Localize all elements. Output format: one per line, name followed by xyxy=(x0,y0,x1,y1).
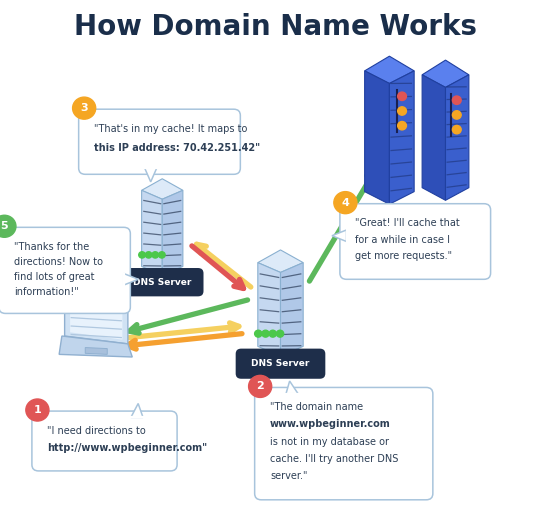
Text: get more requests.": get more requests." xyxy=(355,251,453,261)
Circle shape xyxy=(158,252,165,258)
Polygon shape xyxy=(85,348,107,354)
Polygon shape xyxy=(422,75,446,201)
FancyBboxPatch shape xyxy=(235,349,326,379)
Text: DNS Server: DNS Server xyxy=(251,359,310,368)
Circle shape xyxy=(277,330,284,337)
Circle shape xyxy=(255,330,262,337)
Text: "The domain name: "The domain name xyxy=(270,402,363,412)
Text: is not in my database or: is not in my database or xyxy=(270,437,389,447)
Circle shape xyxy=(453,96,461,104)
Polygon shape xyxy=(258,250,303,272)
Text: 5: 5 xyxy=(1,221,8,232)
Polygon shape xyxy=(332,230,346,242)
Circle shape xyxy=(453,111,461,119)
FancyBboxPatch shape xyxy=(79,109,240,174)
Polygon shape xyxy=(389,71,414,204)
Polygon shape xyxy=(70,297,122,340)
Circle shape xyxy=(139,252,145,258)
Text: cache. I'll try another DNS: cache. I'll try another DNS xyxy=(270,454,398,464)
Polygon shape xyxy=(280,262,303,356)
Text: find lots of great: find lots of great xyxy=(14,272,95,282)
Text: server.": server." xyxy=(270,471,307,481)
Text: How Domain Name Works: How Domain Name Works xyxy=(74,13,476,41)
Polygon shape xyxy=(422,60,469,88)
Polygon shape xyxy=(124,274,138,285)
Circle shape xyxy=(26,399,49,421)
Text: http://www.wpbeginner.com": http://www.wpbeginner.com" xyxy=(47,443,207,453)
Polygon shape xyxy=(162,191,183,276)
Polygon shape xyxy=(145,168,157,182)
Polygon shape xyxy=(142,178,183,200)
Circle shape xyxy=(398,92,406,100)
Circle shape xyxy=(334,192,357,214)
Circle shape xyxy=(269,330,277,337)
Polygon shape xyxy=(65,291,128,344)
Circle shape xyxy=(145,252,152,258)
Polygon shape xyxy=(258,262,280,356)
Text: "I need directions to: "I need directions to xyxy=(47,426,146,436)
Circle shape xyxy=(249,375,272,397)
Text: "Thanks for the: "Thanks for the xyxy=(14,242,90,252)
Polygon shape xyxy=(286,381,298,394)
FancyBboxPatch shape xyxy=(255,387,433,500)
Circle shape xyxy=(73,97,96,119)
Circle shape xyxy=(152,252,158,258)
Circle shape xyxy=(398,121,406,130)
Text: directions! Now to: directions! Now to xyxy=(14,257,103,267)
Text: "Great! I'll cache that: "Great! I'll cache that xyxy=(355,218,460,228)
Circle shape xyxy=(398,107,406,115)
Text: this IP address: 70.42.251.42": this IP address: 70.42.251.42" xyxy=(94,143,260,153)
Polygon shape xyxy=(131,404,143,417)
Circle shape xyxy=(262,330,269,337)
Text: 3: 3 xyxy=(80,103,88,113)
Text: 2: 2 xyxy=(256,381,264,392)
Polygon shape xyxy=(365,56,414,83)
Text: www.wpbeginner.com: www.wpbeginner.com xyxy=(270,419,391,429)
Text: 1: 1 xyxy=(34,405,41,415)
FancyBboxPatch shape xyxy=(340,204,491,279)
Text: 4: 4 xyxy=(342,197,349,208)
Text: for a while in case I: for a while in case I xyxy=(355,235,450,245)
FancyBboxPatch shape xyxy=(32,411,177,471)
Text: DNS Server: DNS Server xyxy=(133,278,191,287)
Polygon shape xyxy=(142,191,162,276)
Polygon shape xyxy=(59,336,133,357)
FancyBboxPatch shape xyxy=(0,227,130,313)
Polygon shape xyxy=(446,75,469,201)
Text: information!": information!" xyxy=(14,287,79,297)
Circle shape xyxy=(0,215,16,237)
FancyBboxPatch shape xyxy=(121,268,204,297)
Polygon shape xyxy=(365,71,389,204)
Text: "That's in my cache! It maps to: "That's in my cache! It maps to xyxy=(94,124,248,134)
Circle shape xyxy=(453,125,461,134)
